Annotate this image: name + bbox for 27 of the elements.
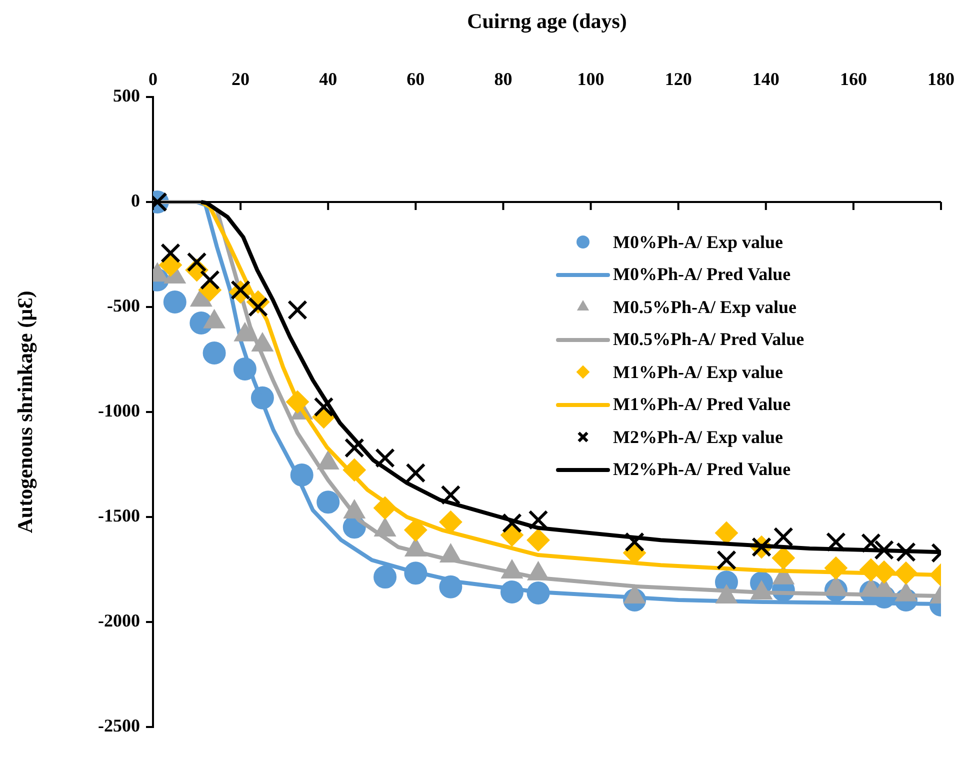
y-axis-title: Autogenous shrinkage (µƐ) xyxy=(13,290,38,534)
legend-label: M0%Ph-A/ Pred Value xyxy=(613,264,791,286)
y-tick-label: 500 xyxy=(113,86,140,106)
legend-label: M2%Ph-A/ Pred Value xyxy=(613,459,791,480)
y-tick-label: -1500 xyxy=(98,506,140,526)
x-tick-label: 80 xyxy=(494,68,512,89)
x-axis-title: Cuirng age (days) xyxy=(467,9,627,34)
x-tick-label: 60 xyxy=(406,68,425,89)
legend-label: M0.5%Ph-A/ Exp value xyxy=(613,296,797,318)
x-tick-label: 0 xyxy=(148,68,158,89)
y-tick-label: -2000 xyxy=(98,610,140,631)
x-tick-label: 160 xyxy=(840,68,867,89)
x-tick-label: 20 xyxy=(232,68,250,89)
y-tick-label: 0 xyxy=(131,190,140,211)
y-tick-label: -500 xyxy=(107,296,140,316)
legend-label: M0.5%Ph-A/ Pred Value xyxy=(613,329,804,350)
y-tick-label: -1000 xyxy=(98,400,140,421)
x-tick-label: 100 xyxy=(577,68,604,89)
x-tick-label: 140 xyxy=(752,68,780,89)
legend-label: M0%Ph-A/ Exp value xyxy=(613,232,784,253)
legend-label: M1%Ph-A/ Exp value xyxy=(613,362,784,383)
x-tick-label: 120 xyxy=(664,68,692,89)
legend-label: M1%Ph-A/ Pred Value xyxy=(613,394,791,416)
x-tick-label: 40 xyxy=(319,68,338,89)
y-tick-label: -2500 xyxy=(98,716,140,736)
legend-label: M2%Ph-A/ Exp value xyxy=(613,426,784,448)
x-tick-label: 180 xyxy=(928,68,954,89)
